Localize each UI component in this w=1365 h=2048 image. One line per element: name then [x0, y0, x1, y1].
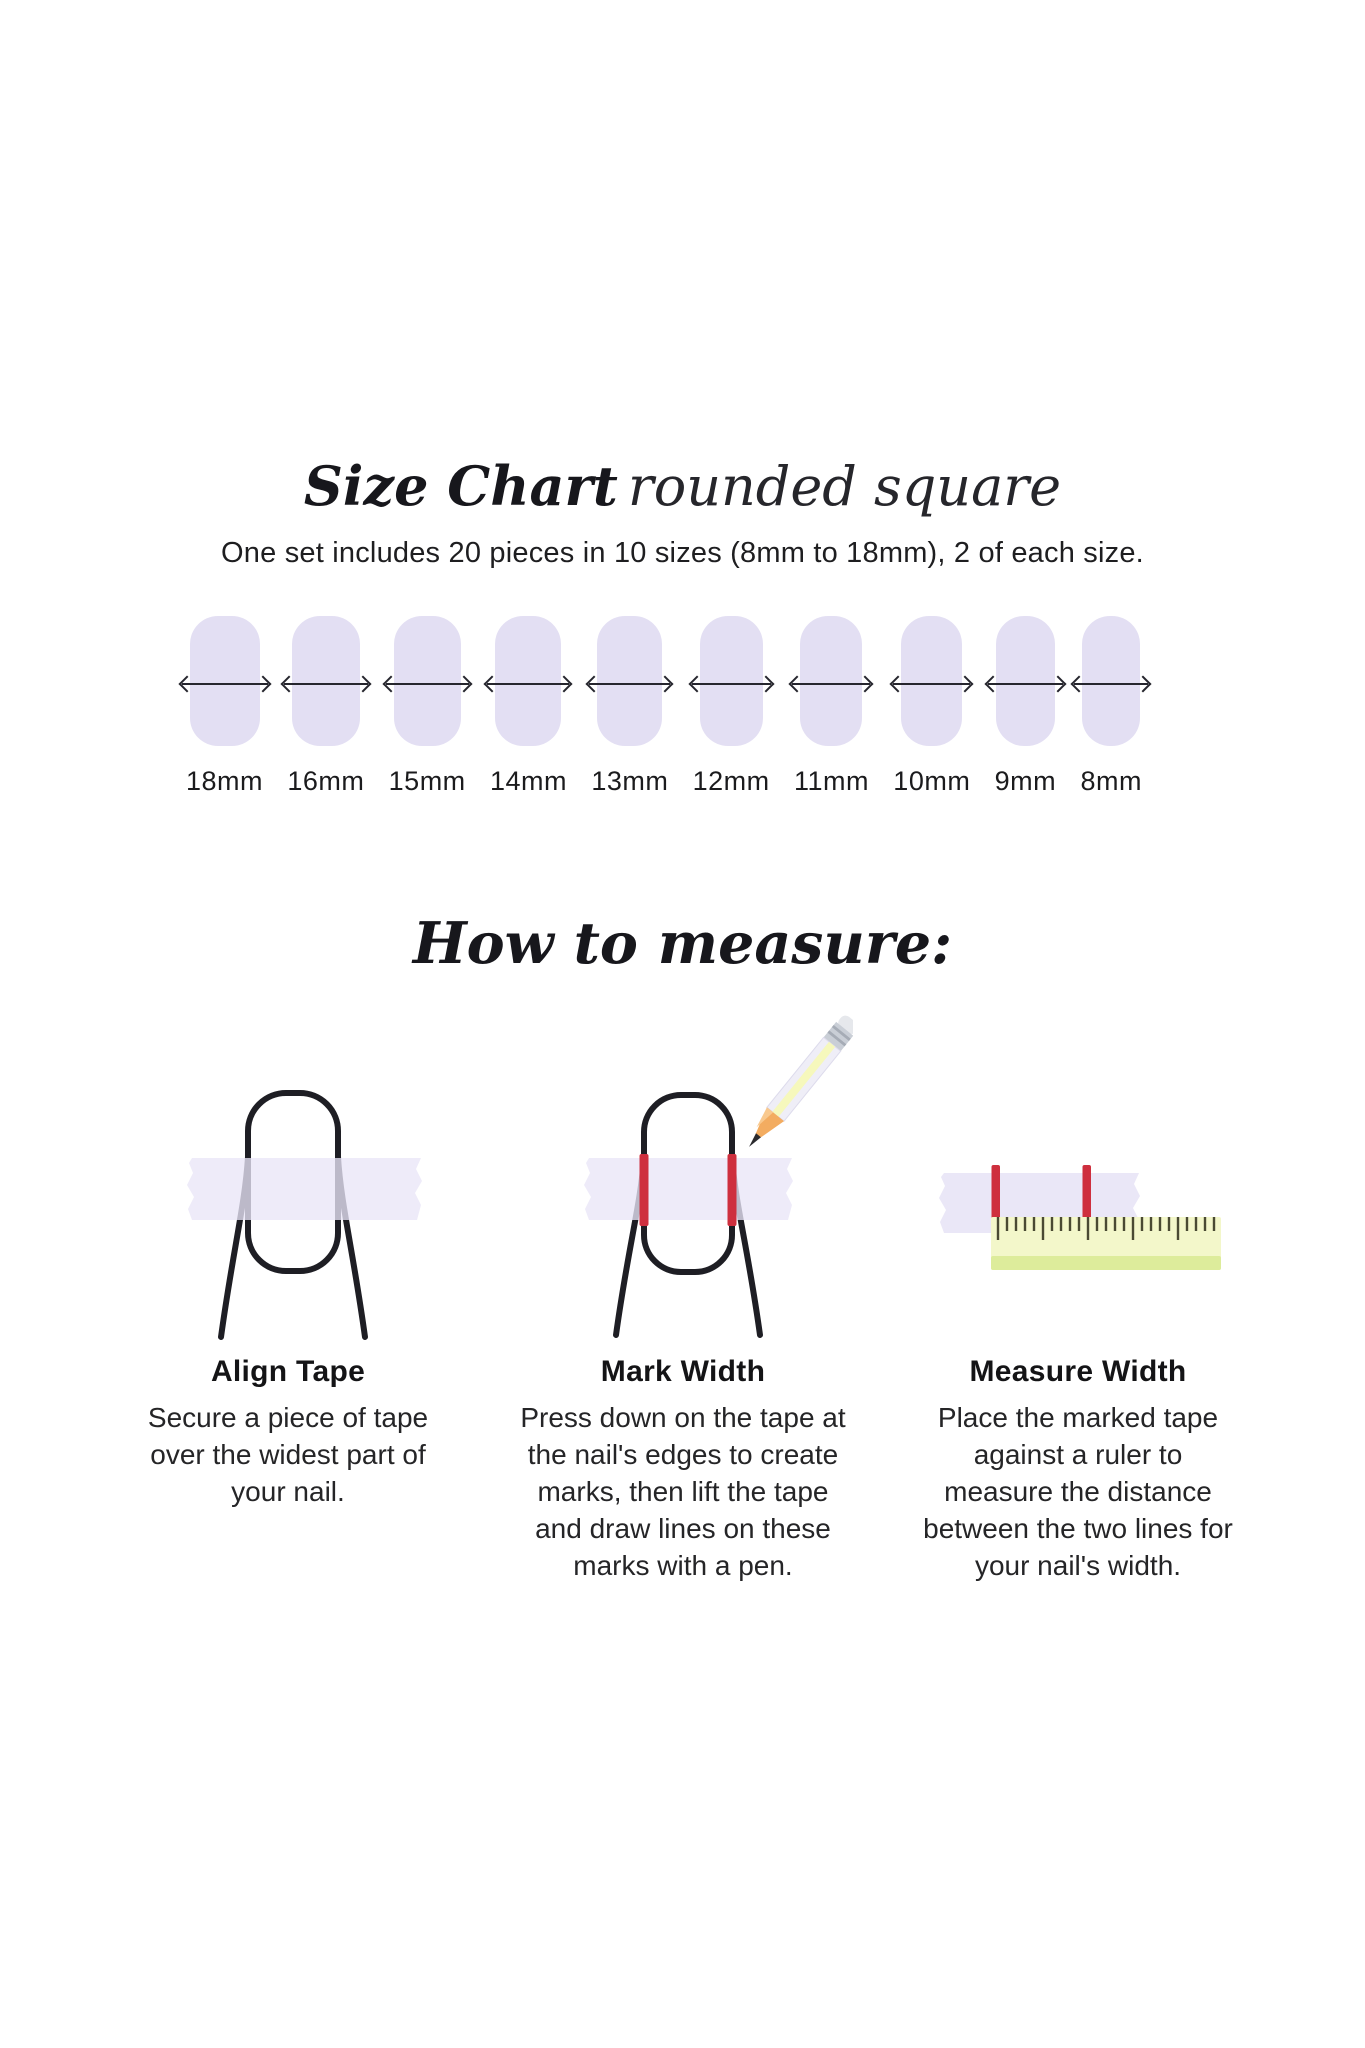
width-arrow-icon: [893, 682, 971, 686]
nail-swatch-icon: [181, 616, 268, 747]
step-align-tape: Align Tape Secure a piece of tape over t…: [118, 1005, 458, 1584]
align-tape-illustration: [118, 1005, 458, 1350]
red-mark-right: [727, 1153, 737, 1226]
size-label: 12mm: [692, 766, 770, 797]
nail-swatch-icon: [987, 616, 1063, 747]
nail-swatch-icon: [589, 616, 671, 747]
tape-icon: [187, 1157, 422, 1220]
size-label: 16mm: [287, 766, 365, 797]
width-arrow-icon: [283, 682, 368, 686]
width-arrow-icon: [589, 682, 671, 686]
width-arrow-icon: [691, 682, 771, 686]
title-shape-label: rounded square: [627, 455, 1062, 518]
nail-swatch-icon: [487, 616, 570, 747]
width-arrow-icon: [487, 682, 570, 686]
red-mark-right: [1082, 1164, 1091, 1220]
fingernail-tape-icon: [187, 1089, 422, 1340]
page-title: Size Chart rounded square: [0, 455, 1365, 518]
fingernail-marks-pencil-icon: [584, 1015, 858, 1338]
width-arrow-icon: [987, 682, 1063, 686]
red-mark-left: [991, 1164, 1000, 1220]
width-arrow-icon: [181, 682, 268, 686]
how-to-measure-heading: How to measure:: [412, 910, 953, 978]
title-main: Size Chart: [303, 454, 618, 518]
nail-swatch-icon: [691, 616, 771, 747]
size-swatch: 13mm: [589, 616, 671, 797]
size-label: 8mm: [1080, 766, 1142, 797]
size-label: 15mm: [388, 766, 466, 797]
size-swatch: 8mm: [1074, 616, 1149, 797]
size-swatch: 16mm: [283, 616, 368, 797]
size-swatch: 11mm: [792, 616, 871, 797]
size-label: 9mm: [994, 766, 1057, 797]
step-body: Place the marked tape against a ruler to…: [923, 1401, 1233, 1581]
measure-width-illustration: [908, 1005, 1248, 1350]
size-swatch: 18mm: [181, 616, 268, 797]
size-swatch: 12mm: [691, 616, 771, 797]
nail-swatch-icon: [1074, 616, 1149, 747]
step-body: Secure a piece of tape over the widest p…: [147, 1401, 429, 1507]
size-swatch: 14mm: [487, 616, 570, 797]
nail-swatch-icon: [893, 616, 971, 747]
step-measure-width: Measure Width Place the marked tape agai…: [908, 1005, 1248, 1584]
set-description: One set includes 20 pieces in 10 sizes (…: [221, 537, 1144, 570]
tape-icon: [584, 1157, 793, 1220]
ruler-ticks: [996, 1216, 1216, 1240]
tape-ruler-icon: [939, 1164, 1221, 1270]
step-title: Mark Width: [600, 1354, 766, 1388]
size-swatch: 9mm: [987, 616, 1063, 797]
size-swatch: 10mm: [893, 616, 971, 797]
step-mark-width: Mark Width Press down on the tape at the…: [513, 1005, 858, 1584]
mark-width-illustration: [513, 1005, 858, 1350]
steps-row: Align Tape Secure a piece of tape over t…: [118, 1005, 1248, 1584]
pencil-icon: [749, 1015, 858, 1147]
size-swatch-row: 18mm 16mm 15mm 14mm 13mm 12mm 11mm 10mm: [181, 616, 1149, 797]
red-mark-left: [639, 1153, 649, 1226]
step-title: Align Tape: [210, 1354, 366, 1388]
step-body: Press down on the tape at the nail's edg…: [520, 1401, 846, 1581]
width-arrow-icon: [385, 682, 469, 686]
size-label: 11mm: [793, 766, 869, 797]
width-arrow-icon: [792, 682, 871, 686]
size-label: 10mm: [893, 766, 971, 797]
size-label: 18mm: [186, 766, 264, 797]
step-title: Measure Width: [969, 1354, 1187, 1388]
size-label: 13mm: [591, 766, 669, 797]
nail-swatch-icon: [792, 616, 871, 747]
size-label: 14mm: [489, 766, 567, 797]
width-arrow-icon: [1074, 682, 1149, 686]
size-swatch: 15mm: [385, 616, 469, 797]
nail-swatch-icon: [385, 616, 469, 747]
ruler-icon: [991, 1216, 1221, 1270]
nail-swatch-icon: [283, 616, 368, 747]
